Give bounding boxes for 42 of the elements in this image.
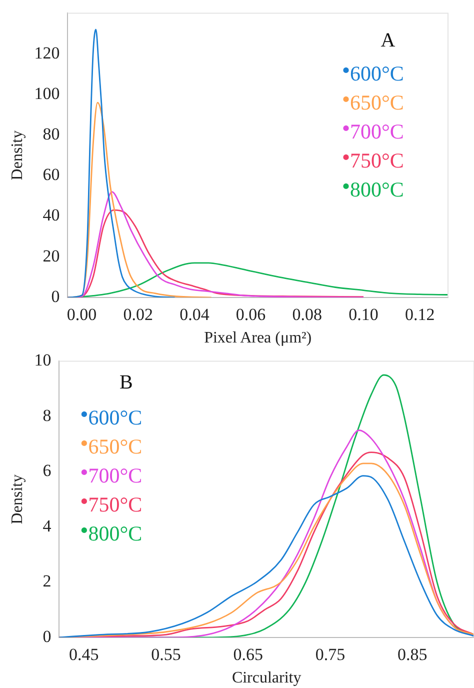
legend-label: 600°C <box>350 62 404 86</box>
y-tick-label: 6 <box>42 461 52 480</box>
y-tick-label: 10 <box>34 350 52 370</box>
legend-label: 800°C <box>350 178 404 202</box>
x-tick-label: 0.55 <box>151 645 181 664</box>
legend-label: 650°C <box>350 90 404 115</box>
y-tick-label: 2 <box>42 572 52 591</box>
line-series <box>68 28 176 298</box>
x-tick-label: 0.02 <box>123 305 153 324</box>
x-tick-label: 0.85 <box>398 645 428 664</box>
text: A <box>380 29 396 52</box>
x-tick-label: 0.00 <box>66 305 97 324</box>
y-tick-label: 100 <box>34 84 60 103</box>
text: B <box>120 371 133 394</box>
legend-label: 750°C <box>350 148 404 173</box>
x-tick-label: 0.75 <box>315 645 346 664</box>
legend-label: 700°C <box>88 464 142 488</box>
y-tick-label: 80 <box>42 124 60 144</box>
y-axis-title: Density <box>8 130 26 180</box>
y-tick-label: 0 <box>42 626 52 646</box>
x-tick-label: 0.08 <box>292 305 322 324</box>
legend-label: 800°C <box>88 522 142 546</box>
x-axis-title: Circularity <box>232 670 302 687</box>
x-tick-label: 0.06 <box>236 305 266 324</box>
x-tick-label: 0.04 <box>180 305 210 324</box>
legend-label: 650°C <box>88 434 142 459</box>
y-tick-label: 120 <box>34 43 60 62</box>
x-axis-title: Pixel Area (μm²) <box>204 330 312 347</box>
y-axis-title: Density <box>8 474 26 524</box>
x-tick-label: 0.65 <box>233 645 263 664</box>
legend-label: 600°C <box>88 406 142 430</box>
y-tick-label: 60 <box>42 165 60 184</box>
x-tick-label: 0.10 <box>348 305 378 324</box>
x-tick-label: 0.12 <box>404 305 435 324</box>
y-tick-label: 20 <box>42 246 60 266</box>
legend-label: 750°C <box>88 492 142 517</box>
y-tick-label: 4 <box>42 516 52 536</box>
y-tick-label: 0 <box>51 286 60 306</box>
y-tick-label: 40 <box>42 206 60 225</box>
x-tick-label: 0.45 <box>68 645 99 664</box>
legend-label: 700°C <box>350 120 404 144</box>
y-tick-label: 8 <box>42 406 52 425</box>
